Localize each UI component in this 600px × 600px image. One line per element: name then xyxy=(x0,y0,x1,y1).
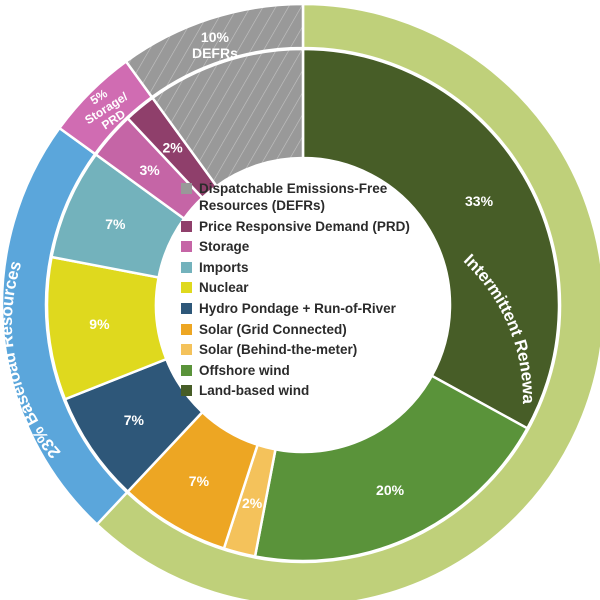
inner-label-solar-grid-connected: 7% xyxy=(189,473,210,489)
legend-label: Price Responsive Demand (PRD) xyxy=(199,218,410,234)
inner-label-storage: 3% xyxy=(139,162,160,178)
outer-label-defrs: 10%DEFRs xyxy=(192,29,238,61)
inner-label-imports: 7% xyxy=(105,216,126,232)
inner-segment-land-based-wind xyxy=(301,47,561,431)
legend-item: Price Responsive Demand (PRD) xyxy=(181,218,451,235)
legend-item: Solar (Behind-the-meter) xyxy=(181,341,451,358)
inner-label-solar-behind-the-meter: 2% xyxy=(242,495,263,511)
legend-item: Solar (Grid Connected) xyxy=(181,321,451,338)
legend-label: Offshore wind xyxy=(199,362,290,378)
legend-swatch xyxy=(181,183,192,194)
legend-swatch xyxy=(181,323,192,335)
inner-label-nuclear: 9% xyxy=(89,316,110,332)
legend-label: Storage xyxy=(199,239,250,255)
svg-text:DEFRs: DEFRs xyxy=(192,45,238,61)
legend-item: Offshore wind xyxy=(181,362,451,379)
legend-swatch xyxy=(181,385,192,397)
legend-item: Hydro Pondage + Run-of-River xyxy=(181,300,451,317)
legend-item: Storage xyxy=(181,238,451,255)
legend-label: Dispatchable Emissions-Free Resources (D… xyxy=(199,181,388,213)
legend-label: Imports xyxy=(199,259,249,275)
legend-label: Solar (Grid Connected) xyxy=(199,321,347,337)
legend-item: Nuclear xyxy=(181,279,451,296)
legend-swatch xyxy=(181,241,192,253)
inner-segment-dispatchable-emissions-free-resources-defrs xyxy=(150,47,305,188)
legend-swatch xyxy=(181,344,192,356)
legend-item: Dispatchable Emissions-Free Resources (D… xyxy=(181,180,451,214)
legend-label: Solar (Behind-the-meter) xyxy=(199,342,358,358)
inner-label-hydro-pondage-run-of-river: 7% xyxy=(124,412,145,428)
inner-label-land-based-wind: 33% xyxy=(465,193,494,209)
legend-label: Land-based wind xyxy=(199,383,310,399)
legend-swatch xyxy=(181,261,192,273)
legend: Dispatchable Emissions-Free Resources (D… xyxy=(181,180,451,403)
legend-swatch xyxy=(181,282,192,294)
legend-swatch xyxy=(181,220,192,232)
inner-label-price-responsive-demand-prd: 2% xyxy=(163,139,184,155)
legend-swatch xyxy=(181,302,192,314)
inner-ring xyxy=(45,47,561,563)
legend-item: Imports xyxy=(181,259,451,276)
legend-swatch xyxy=(181,364,192,376)
legend-item: Land-based wind xyxy=(181,382,451,399)
svg-text:10%: 10% xyxy=(201,29,230,45)
legend-label: Nuclear xyxy=(199,280,249,296)
legend-label: Hydro Pondage + Run-of-River xyxy=(199,300,396,316)
inner-label-offshore-wind: 20% xyxy=(376,482,405,498)
inner-segment-offshore-wind xyxy=(253,374,530,563)
